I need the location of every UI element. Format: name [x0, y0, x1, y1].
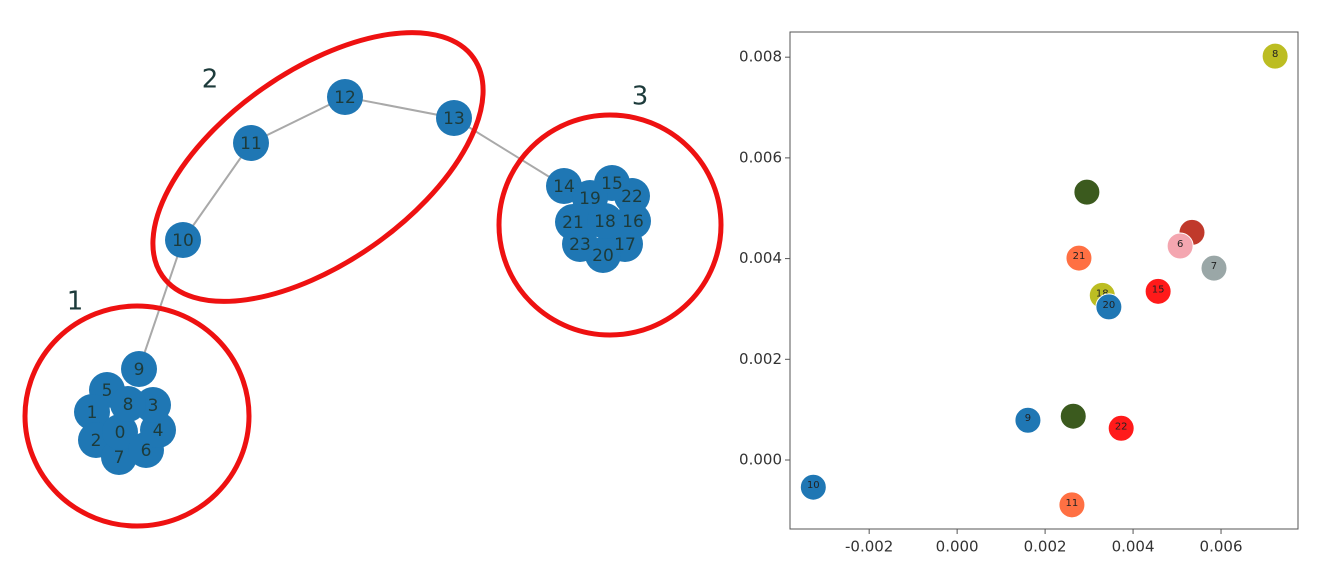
plot-frame	[789, 31, 1299, 530]
node-label: 23	[569, 235, 591, 255]
scatter-plot: -0.002 0.000 0.002 0.004 0.006 0.000 0.002 0.00…	[739, 42, 1289, 556]
node-label: 18	[594, 212, 616, 232]
node-label: 13	[443, 109, 465, 129]
point	[799, 473, 827, 501]
point-label: 11	[1066, 498, 1079, 509]
node-label: 7	[114, 448, 125, 468]
point	[1059, 402, 1087, 430]
x-tick-label: 0.002	[1024, 538, 1067, 556]
x-tick-label: -0.002	[845, 538, 893, 556]
point	[1065, 244, 1093, 272]
cluster-outlines	[22, 30, 724, 529]
node-label: 19	[579, 189, 601, 209]
point-label: 10	[807, 480, 820, 491]
node	[436, 100, 472, 136]
point	[1166, 232, 1194, 260]
point	[1014, 406, 1042, 434]
node	[555, 204, 591, 240]
node	[327, 79, 363, 115]
node	[74, 394, 110, 430]
cluster-ellipse	[150, 30, 486, 304]
point-label: 21	[1073, 251, 1086, 262]
point	[1095, 293, 1123, 321]
node-label: 8	[123, 395, 134, 415]
node-label: 21	[562, 213, 584, 233]
point	[1261, 42, 1289, 70]
y-tick-label: 0.008	[739, 48, 782, 66]
point-label: 15	[1152, 284, 1165, 295]
node-label: 15	[601, 174, 623, 194]
point	[1058, 491, 1086, 519]
node	[102, 414, 138, 450]
point-label: 7	[1211, 261, 1217, 272]
node-label: 22	[621, 187, 643, 207]
point-label: 6	[1177, 239, 1183, 250]
cluster-ellipse	[496, 112, 724, 338]
node-label: 14	[553, 177, 575, 197]
x-tick-label: 0.006	[1200, 538, 1243, 556]
node-label: 0	[115, 423, 126, 443]
point-label: 20	[1103, 300, 1116, 311]
node-label: 5	[102, 381, 113, 401]
y-tick-label: 0.006	[739, 148, 782, 166]
node-label: 17	[614, 235, 636, 255]
cluster-label: 1	[67, 287, 84, 317]
node	[233, 125, 269, 161]
point	[1107, 414, 1135, 442]
point	[1200, 254, 1228, 282]
node-label: 20	[592, 246, 614, 266]
point	[1144, 277, 1172, 305]
node-label: 4	[153, 421, 164, 441]
y-tick-label: 0.002	[739, 350, 782, 368]
point-label: 18	[1096, 288, 1109, 299]
node-label: 2	[91, 431, 102, 451]
node-label: 1	[87, 403, 98, 423]
node	[165, 222, 201, 258]
cluster-ellipse	[22, 303, 252, 529]
point-label: 9	[1025, 413, 1031, 424]
node	[110, 386, 146, 422]
y-tick-label: 0.004	[739, 249, 782, 267]
cluster-label: 2	[202, 65, 219, 95]
x-tick-label: 0.004	[1112, 538, 1155, 556]
node	[121, 351, 157, 387]
x-tick-label: 0.000	[936, 538, 979, 556]
cluster-label: 3	[632, 82, 649, 112]
point-label: 22	[1115, 421, 1128, 432]
node-label: 9	[134, 360, 145, 380]
y-tick-label: 0.000	[739, 451, 782, 469]
point-label: 8	[1272, 49, 1278, 60]
node-label: 12	[334, 88, 356, 108]
node-label: 11	[240, 134, 262, 154]
point	[1073, 178, 1101, 206]
node-label: 16	[622, 212, 644, 232]
node-label: 3	[148, 396, 159, 416]
node-label: 10	[172, 231, 194, 251]
node-label: 6	[141, 441, 152, 461]
node	[587, 203, 623, 239]
